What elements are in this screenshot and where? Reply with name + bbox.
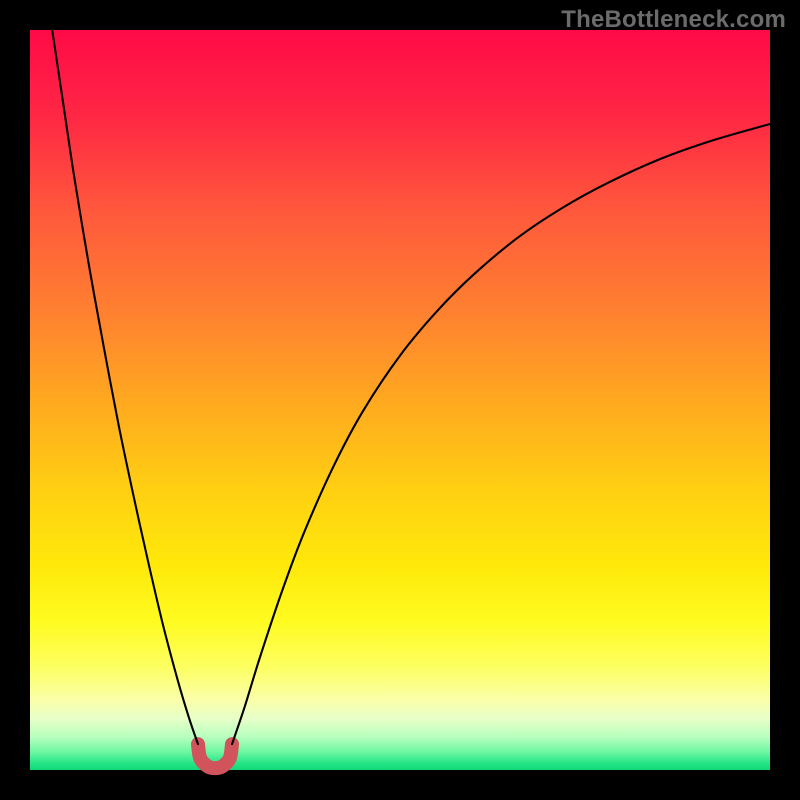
watermark-text: TheBottleneck.com bbox=[561, 6, 786, 34]
chart-frame: TheBottleneck.com bbox=[0, 0, 800, 800]
chart-svg bbox=[0, 0, 800, 800]
chart-gradient-area bbox=[30, 30, 770, 770]
